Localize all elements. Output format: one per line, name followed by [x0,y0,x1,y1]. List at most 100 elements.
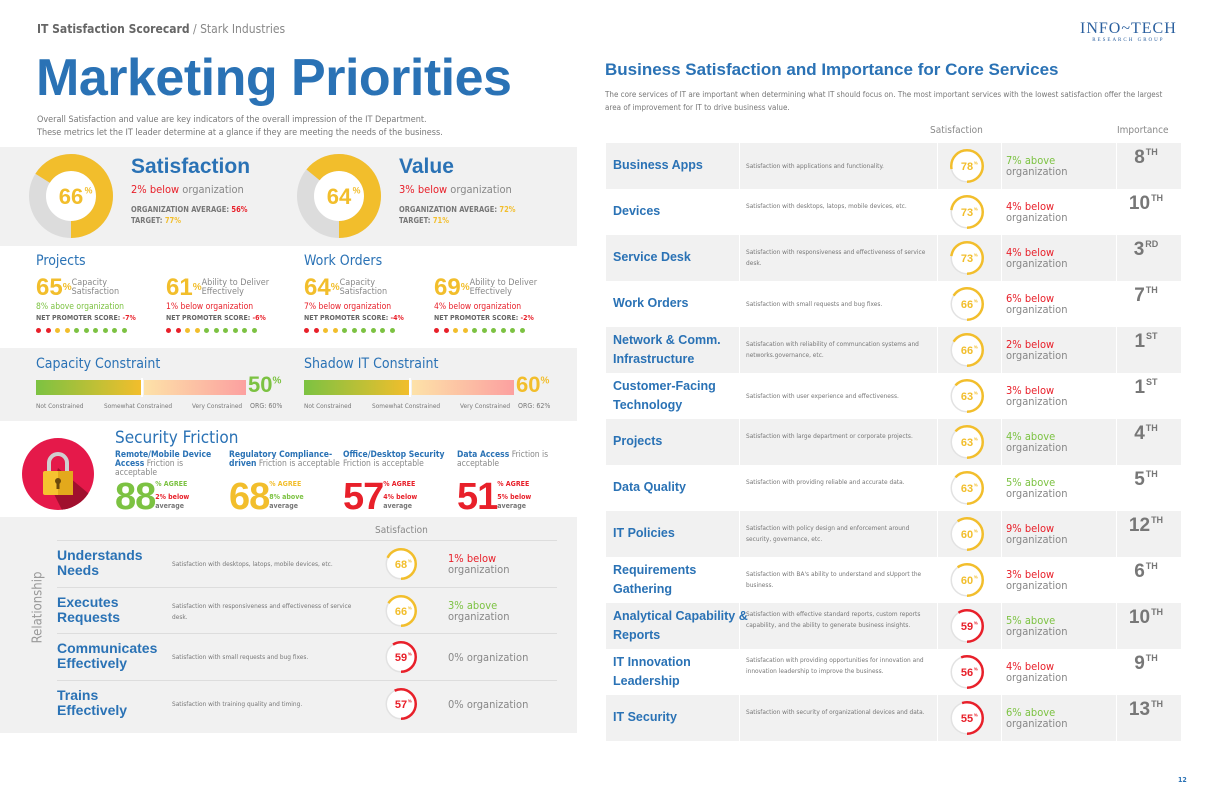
column-divider [937,511,938,557]
satisfaction-ring: 60% [950,517,984,551]
importance-rank: 8TH [1116,147,1176,169]
relationship-desc: Satisfaction with desktops, latops, mobi… [172,560,333,568]
delta-suffix: organization [1006,395,1068,408]
delta-suffix: organization [1006,165,1068,178]
satisfaction-ring: 59% [385,641,417,673]
friction-value: 51 [457,476,498,518]
ring-value: 63 [961,437,973,449]
target: TARGET: 71% [399,215,516,226]
relationship-col-satisfaction: Satisfaction [375,525,428,536]
metric-delta: 1% below organization [166,302,254,312]
ring-value: 60 [961,575,973,587]
ring-fill [29,154,113,238]
rank-number: 12 [1128,515,1151,536]
metric-unit: % [192,282,202,293]
relationship-delta: 1% below organization [448,553,510,575]
kpi-title: Satisfaction [131,155,251,178]
importance-rank: 6TH [1116,561,1176,583]
ring-fill [950,471,984,505]
delta-suffix: organization [1006,303,1068,316]
target-value: 77% [164,216,181,225]
ring-fill [950,195,984,229]
friction-topic: Data Access [457,450,510,460]
column-divider [1001,511,1002,557]
ring-value: 73 [961,207,973,219]
constraint-org: ORG: 60% [250,402,283,410]
nps-dots [434,328,564,333]
service-name: Devices [613,204,661,218]
service-delta: 4% below organization [1006,201,1068,223]
ring-value: 64 [327,184,352,209]
relationship-delta: 0% organization [448,699,528,710]
delta-suffix: organization [1006,349,1068,362]
nps-dot [55,328,60,333]
info-tech-logo: INFO~TECH RESEARCH GROUP [1080,20,1177,43]
relationship-row: Trains Effectively Satisfaction with trai… [57,679,557,726]
service-delta: 7% above organization [1006,155,1068,177]
importance-rank: 12TH [1116,515,1176,537]
service-name: Service Desk [613,250,691,264]
net-promoter-score: NET PROMOTER SCORE: -2% [434,314,564,322]
column-divider [1116,327,1117,373]
percent-sign: % [974,253,978,258]
metric-block: 64%Capacity Satisfaction 7% below organiz… [304,276,434,333]
nps-dot [93,328,98,333]
nps-dot [185,328,190,333]
intro-text: Overall Satisfaction and value are key i… [37,114,517,140]
rank-number: 4 [1134,423,1145,444]
metric-label: Capacity Satisfaction [71,278,120,297]
rank-number: 1 [1134,331,1146,352]
column-divider [1116,143,1117,189]
constraint-value: 60% [516,372,549,398]
service-delta: 6% above organization [1006,707,1068,729]
metric-unit: % [330,282,340,293]
kpi-title: Value [399,155,454,178]
percent-sign: % [974,345,978,350]
org-average-value: 72% [499,205,516,214]
service-delta: 4% below organization [1006,661,1068,683]
delta-value: 4% below [1006,246,1055,259]
service-desc: Satisfacation with reliability of commun… [746,340,919,359]
percent-sign: % [85,185,93,195]
core-service-row: Analytical Capability & Reports Satisfact… [606,603,1181,649]
metric-number: 69 [434,274,461,301]
intro-line: These metrics let the IT leader determin… [37,128,443,138]
service-delta: 9% below organization [1006,523,1068,545]
column-divider [739,695,740,741]
delta-suffix: organization [1006,717,1068,730]
core-service-row: Devices Satisfaction with desktops, latop… [606,189,1181,235]
relationship-name: Executes Requests [57,593,121,625]
col-satisfaction: Satisfaction [930,125,983,136]
nps-dot [472,328,477,333]
service-desc: Satisfaction with BA's ability to unders… [746,570,922,589]
core-service-row: IT Policies Satisfaction with policy desi… [606,511,1181,557]
column-divider [1116,649,1117,695]
metric-label: Ability to Deliver Effectively [469,278,538,297]
column-divider [1001,649,1002,695]
ring-fill [385,548,417,580]
breadcrumb: IT Satisfaction Scorecard / Stark Indust… [37,22,285,36]
core-service-row: IT Innovation Leadership Satisfacation wi… [606,649,1181,695]
column-divider [739,557,740,603]
percent-sign: % [974,391,978,396]
service-desc: Satisfaction with user experience and ef… [746,392,899,400]
delta-suffix: 0% organization [448,651,529,664]
column-divider [739,373,740,419]
friction-item: Office/Desktop Security Friction is acce… [343,451,457,517]
ring-fill [950,701,984,735]
friction-rest: Friction is acceptable [115,459,184,478]
group-title: Projects [36,253,86,269]
nps-dot [332,328,338,333]
nps-dot [232,328,238,333]
ring-value: 68 [395,559,407,571]
constraint-scale-label: Very Constrained [192,402,243,410]
nps-dot [361,328,366,333]
nps-dot [74,328,79,333]
nps-dot [83,328,89,333]
delta-value: 7% above [1006,154,1056,167]
rank-ordinal: TH [1151,193,1164,203]
delta-value: 4% below [1006,200,1055,213]
ring-fill [950,425,984,459]
friction-side: % AGREE 4% below average [383,480,417,511]
target-value: 71% [432,216,449,225]
